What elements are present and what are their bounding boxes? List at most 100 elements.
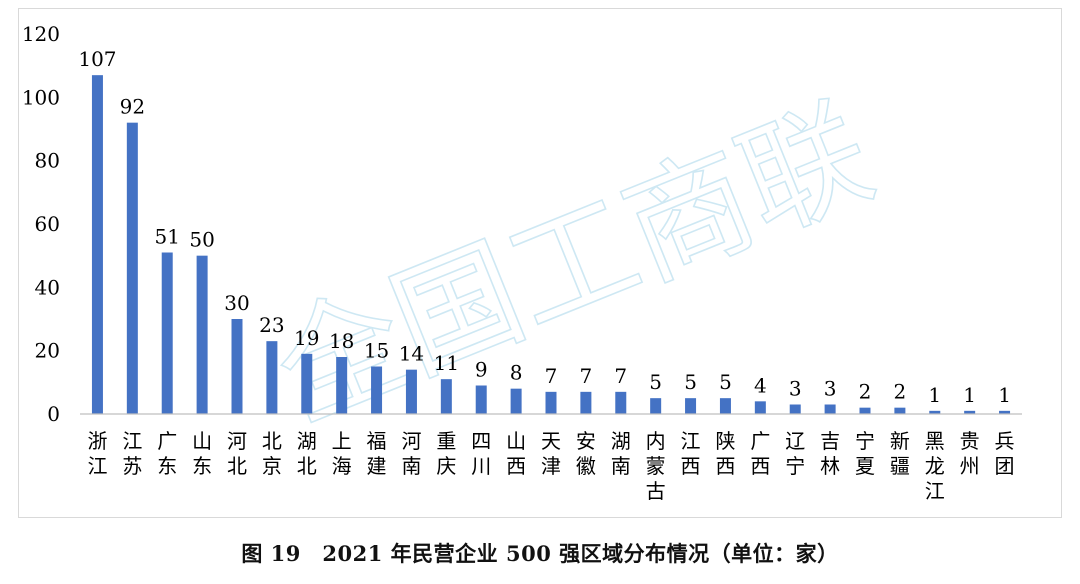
category-label: 苏 xyxy=(122,454,142,478)
category-label: 河 xyxy=(401,429,421,453)
data-label: 7 xyxy=(580,364,593,388)
category-label: 浙 xyxy=(87,429,107,453)
y-tick-label: 40 xyxy=(35,275,60,299)
category-label: 东 xyxy=(157,454,177,478)
category-label: 宁 xyxy=(855,429,875,453)
bar xyxy=(650,398,662,414)
data-label: 1 xyxy=(928,383,941,407)
category-label: 西 xyxy=(715,454,735,478)
category-label: 南 xyxy=(401,454,421,478)
category-label: 贵 xyxy=(960,429,980,453)
data-label: 107 xyxy=(78,47,116,71)
data-label: 1 xyxy=(963,383,976,407)
data-label: 4 xyxy=(754,373,767,397)
bar xyxy=(336,357,348,414)
category-label: 南 xyxy=(611,454,631,478)
category-label: 内 xyxy=(646,429,666,453)
bar xyxy=(266,341,278,414)
category-label: 河 xyxy=(227,429,247,453)
data-label: 23 xyxy=(259,313,284,337)
y-tick-label: 0 xyxy=(47,402,60,426)
category-label: 陕 xyxy=(715,429,735,453)
category-label: 安 xyxy=(576,429,596,453)
data-label: 1 xyxy=(998,383,1011,407)
data-label: 5 xyxy=(684,370,697,394)
category-label: 庆 xyxy=(436,454,456,478)
bar xyxy=(964,410,976,414)
category-label: 建 xyxy=(367,454,387,478)
data-label: 18 xyxy=(329,329,354,353)
category-label: 四 xyxy=(471,429,491,453)
category-label: 龙 xyxy=(925,454,945,478)
category-label: 京 xyxy=(262,454,282,478)
category-label: 川 xyxy=(471,454,491,478)
data-label: 9 xyxy=(475,358,488,382)
bar xyxy=(475,385,487,414)
category-label: 山 xyxy=(192,429,212,453)
bar xyxy=(126,122,138,415)
category-labels: 浙江江苏广东山东河北北京湖北上海福建河南重庆四川山西天津安徽湖南内蒙古江西陕西广… xyxy=(87,429,1014,503)
category-label: 江 xyxy=(681,429,701,453)
category-label: 东 xyxy=(192,454,212,478)
category-label: 海 xyxy=(332,454,352,478)
bar xyxy=(161,252,173,414)
category-label: 西 xyxy=(750,454,770,478)
category-label: 北 xyxy=(297,454,317,478)
category-label: 北 xyxy=(227,454,247,478)
bar xyxy=(91,75,103,415)
category-label: 北 xyxy=(262,429,282,453)
data-label: 14 xyxy=(399,342,424,366)
bar xyxy=(580,391,592,414)
y-tick-label: 120 xyxy=(22,22,60,46)
bar xyxy=(545,391,557,414)
category-label: 江 xyxy=(925,479,945,503)
category-label: 林 xyxy=(820,454,840,478)
category-label: 疆 xyxy=(890,454,910,478)
category-label: 重 xyxy=(436,429,456,453)
bar xyxy=(824,404,836,414)
category-label: 西 xyxy=(681,454,701,478)
data-label: 11 xyxy=(434,351,459,375)
chart-frame xyxy=(18,8,1062,518)
category-label: 古 xyxy=(646,479,666,503)
data-label: 3 xyxy=(824,377,837,401)
bar xyxy=(999,410,1011,414)
data-label: 5 xyxy=(649,370,662,394)
category-label: 团 xyxy=(995,454,1015,478)
data-label: 8 xyxy=(510,361,523,385)
category-label: 吉 xyxy=(820,429,840,453)
y-tick-label: 100 xyxy=(22,85,60,109)
category-label: 福 xyxy=(367,429,387,453)
category-label: 广 xyxy=(157,429,177,453)
data-label: 15 xyxy=(364,339,389,363)
y-tick-label: 60 xyxy=(35,212,60,236)
bar xyxy=(405,369,417,414)
bar xyxy=(894,407,906,414)
y-tick-label: 80 xyxy=(35,149,60,173)
data-label: 50 xyxy=(189,228,214,252)
y-axis: 0 20 40 60 80 100 120 xyxy=(22,22,60,426)
category-label: 江 xyxy=(122,429,142,453)
y-tick-label: 20 xyxy=(35,339,60,363)
category-label: 江 xyxy=(87,454,107,478)
bar xyxy=(510,388,522,414)
category-label: 蒙 xyxy=(646,454,666,478)
category-label: 广 xyxy=(750,429,770,453)
category-label: 新 xyxy=(890,429,910,453)
data-label: 92 xyxy=(120,95,145,119)
bar xyxy=(685,398,697,414)
category-label: 湖 xyxy=(611,429,631,453)
bar xyxy=(754,401,766,414)
data-label: 3 xyxy=(789,377,802,401)
bar xyxy=(859,407,871,414)
bar xyxy=(615,391,627,414)
bar xyxy=(789,404,801,414)
bar xyxy=(301,353,313,414)
category-label: 山 xyxy=(506,429,526,453)
data-label: 51 xyxy=(154,225,179,249)
data-label: 7 xyxy=(614,364,627,388)
category-label: 宁 xyxy=(785,454,805,478)
data-label: 2 xyxy=(859,380,872,404)
data-label: 7 xyxy=(545,364,558,388)
